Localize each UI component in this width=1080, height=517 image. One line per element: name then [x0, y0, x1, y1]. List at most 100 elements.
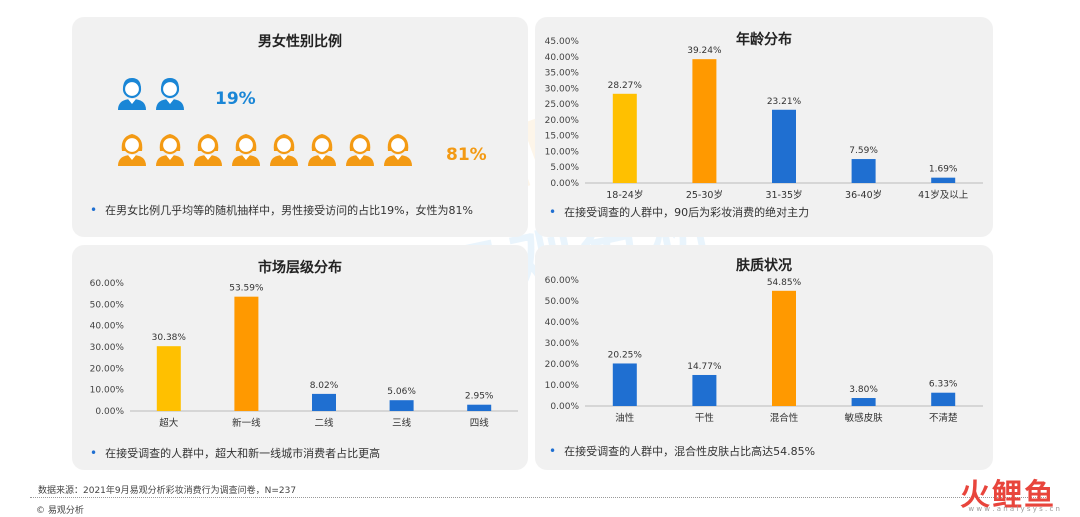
market-chart: 0.00% 10.00% 20.00% 30.00% 40.00% 50.00% 60.00…: [90, 279, 518, 429]
female-icons: [116, 131, 420, 167]
y-tick-label: 10.00%: [545, 381, 580, 391]
bar: [467, 404, 492, 411]
female-person-icon: [118, 134, 146, 166]
data-label: 23.21%: [767, 97, 802, 107]
y-tick-label: 30.00%: [545, 339, 580, 349]
bar: [156, 346, 181, 411]
y-tick-label: 40.00%: [90, 322, 125, 332]
bar: [851, 159, 876, 183]
age-title: 年龄分布: [736, 32, 792, 48]
age-chart: 0.00% 5.00% 10.00% 15.00% 20.00% 25.00% 30.00%…: [545, 37, 983, 201]
category-label: 敏感皮肤: [845, 412, 884, 424]
data-label: 1.69%: [929, 165, 958, 175]
y-tick-label: 30.00%: [545, 84, 580, 94]
bar: [234, 296, 259, 411]
y-tick-label: 50.00%: [545, 297, 580, 307]
category-label: 31-35岁: [765, 189, 802, 201]
y-tick-label: 30.00%: [90, 343, 125, 353]
data-label: 14.77%: [687, 362, 722, 372]
y-tick-label: 60.00%: [90, 279, 125, 289]
gender-title: 男女性别比例: [258, 34, 342, 50]
gender-panel: 男女性别比例 19% 81% • 在男女比例几乎均等的随机抽样中，男性接受访问的占…: [72, 17, 528, 237]
brand-logo-sub: w w w . a n a l y s y s . c n: [968, 505, 1060, 513]
male-icons: [116, 75, 192, 111]
female-person-icon: [346, 134, 374, 166]
brand-logo: 火鲤鱼: [960, 478, 1056, 513]
skin-title: 肤质状况: [736, 258, 792, 274]
y-tick-label: 35.00%: [545, 69, 580, 79]
category-label: 25-30岁: [686, 189, 723, 201]
data-label: 6.33%: [929, 380, 958, 390]
data-label: 7.59%: [849, 146, 878, 156]
bar: [772, 290, 796, 406]
skin-note: • 在接受调查的人群中，混合性皮肤占比高达54.85%: [549, 444, 816, 458]
copyright: © 易观分析: [36, 506, 84, 516]
male-person-icon: [118, 78, 146, 110]
data-label: 30.38%: [152, 333, 187, 343]
bar: [851, 398, 876, 406]
category-label: 不清楚: [929, 412, 958, 424]
data-label: 5.06%: [387, 387, 416, 397]
bar: [612, 363, 637, 406]
y-tick-label: 40.00%: [545, 318, 580, 328]
data-label: 2.95%: [465, 392, 494, 402]
category-label: 二线: [314, 417, 334, 429]
data-label: 8.02%: [310, 381, 339, 391]
y-tick-label: 45.00%: [545, 37, 580, 47]
category-label: 新一线: [232, 417, 261, 429]
bar: [692, 59, 717, 183]
bar: [389, 400, 414, 411]
y-tick-label: 0.00%: [550, 179, 579, 189]
data-label: 3.80%: [849, 385, 878, 395]
female-person-icon: [308, 134, 336, 166]
y-tick-label: 40.00%: [545, 53, 580, 63]
y-tick-label: 15.00%: [545, 132, 580, 142]
y-tick-label: 0.00%: [550, 402, 579, 412]
male-percentage: 19%: [215, 89, 256, 109]
data-label: 54.85%: [767, 278, 802, 288]
female-person-icon: [156, 134, 184, 166]
skin-panel: 肤质状况 0.00% 10.00% 20.00% 30.00% 40.00% 50.00%…: [535, 245, 993, 470]
y-tick-label: 60.00%: [545, 276, 580, 286]
skin-chart: 0.00% 10.00% 20.00% 30.00% 40.00% 50.00% 60.00…: [545, 276, 983, 424]
data-source: 数据来源：2021年9月易观分析彩妆消费行为调查问卷，N=237: [38, 486, 297, 496]
gender-note: • 在男女比例几乎均等的随机抽样中，男性接受访问的占比19%，女性为81%: [90, 203, 473, 217]
y-tick-label: 20.00%: [545, 360, 580, 370]
data-label: 28.27%: [608, 81, 643, 91]
age-note-text: 在接受调查的人群中，90后为彩妆消费的绝对主力: [564, 206, 810, 219]
category-label: 18-24岁: [606, 189, 643, 201]
skin-note-text: 在接受调查的人群中，混合性皮肤占比高达54.85%: [564, 445, 816, 458]
bar: [612, 93, 637, 183]
category-label: 三线: [392, 417, 412, 429]
y-tick-label: 20.00%: [545, 116, 580, 126]
age-panel: 年龄分布 0.00% 5.00% 10.00% 15.00% 20.00% 25.00% 3…: [535, 17, 993, 237]
category-label: 混合性: [770, 412, 799, 424]
female-person-icon: [232, 134, 260, 166]
y-tick-label: 0.00%: [95, 407, 124, 417]
bar: [931, 177, 956, 183]
male-person-icon: [156, 78, 184, 110]
female-person-icon: [270, 134, 298, 166]
category-label: 超大: [159, 417, 179, 429]
female-percentage: 81%: [446, 145, 487, 165]
market-note-text: 在接受调查的人群中，超大和新一线城市消费者占比更高: [105, 447, 381, 460]
market-panel: 市场层级分布 0.00% 10.00% 20.00% 30.00% 40.00% 50.0…: [72, 245, 528, 470]
category-label: 油性: [615, 412, 635, 424]
y-tick-label: 20.00%: [90, 364, 125, 374]
bar: [692, 374, 717, 406]
data-label: 20.25%: [608, 350, 643, 360]
category-label: 四线: [470, 417, 490, 429]
market-note: • 在接受调查的人群中，超大和新一线城市消费者占比更高: [90, 446, 381, 460]
data-label: 39.24%: [687, 46, 722, 56]
data-label: 53.59%: [229, 284, 264, 294]
category-label: 干性: [695, 412, 715, 424]
gender-note-text: 在男女比例几乎均等的随机抽样中，男性接受访问的占比19%，女性为81%: [105, 204, 473, 217]
y-tick-label: 25.00%: [545, 100, 580, 110]
y-tick-label: 10.00%: [90, 386, 125, 396]
category-label: 41岁及以上: [918, 189, 969, 201]
footer-divider: [30, 497, 1050, 498]
category-label: 36-40岁: [845, 189, 882, 201]
bar: [772, 109, 796, 183]
bar: [931, 392, 956, 406]
